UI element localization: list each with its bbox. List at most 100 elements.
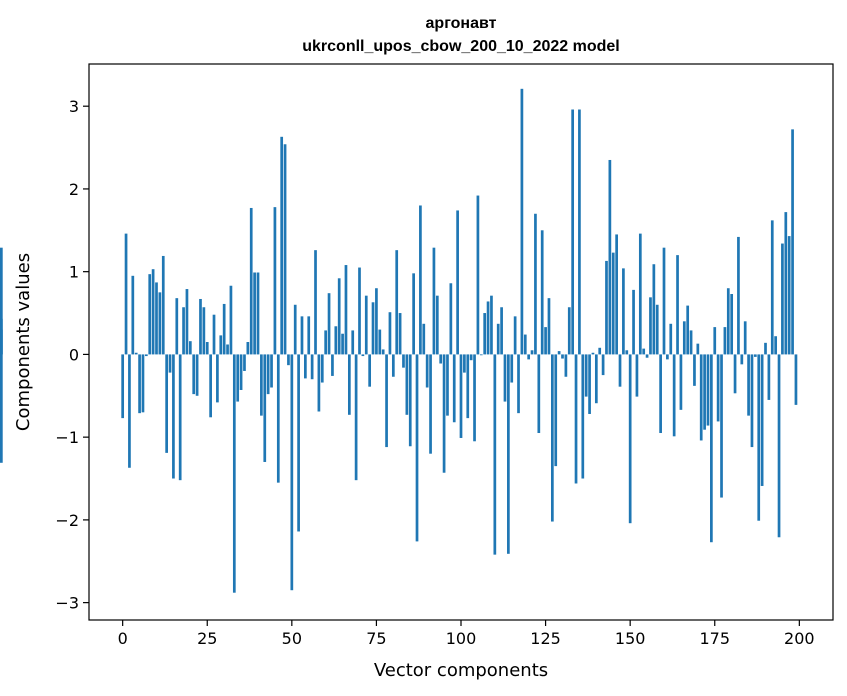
bar-53: [300, 316, 304, 355]
bar-117: [517, 354, 520, 414]
chart-title: аргонавт: [426, 15, 497, 32]
bar-59: [320, 354, 324, 383]
bar-4: [134, 352, 138, 355]
bar-98: [452, 354, 456, 423]
bar-132: [567, 307, 571, 355]
bar-109: [490, 295, 493, 355]
bar-97: [449, 283, 453, 355]
bar-165: [679, 354, 683, 410]
bar-90: [425, 354, 429, 388]
bar-34: [236, 354, 240, 402]
x-tick-label: 175: [699, 629, 730, 648]
bar-54: [304, 354, 307, 379]
bar-44: [270, 354, 273, 388]
bar-105: [476, 195, 480, 355]
bar-138: [588, 354, 591, 414]
bar-31: [226, 344, 229, 355]
bar-74: [371, 302, 375, 355]
bar-151: [632, 289, 635, 355]
bar-196: [784, 212, 788, 355]
bar-136: [581, 354, 585, 479]
bar-8: [148, 274, 152, 355]
bar-143: [605, 260, 608, 355]
bar-79: [388, 312, 392, 355]
bar-161: [666, 354, 669, 360]
bar-93: [435, 295, 439, 355]
bar-21: [192, 354, 196, 395]
y-tick-label: 3: [69, 97, 79, 116]
bar-116: [513, 316, 517, 355]
bar-49: [287, 354, 290, 366]
bar-159: [659, 354, 662, 434]
x-axis: 0 25 50 75 100 125 150 175 200: [118, 620, 815, 648]
bar-86: [412, 273, 415, 355]
bar-199: [794, 354, 798, 405]
bar-46: [276, 354, 280, 483]
bar-194: [777, 354, 781, 538]
bar-47: [280, 136, 284, 355]
bar-55: [307, 316, 311, 355]
bar-68: [351, 330, 355, 355]
bar-172: [703, 354, 706, 430]
bar-180: [730, 294, 734, 355]
bar-67: [347, 354, 351, 415]
bar-11: [158, 292, 162, 355]
bar-28: [216, 354, 219, 403]
bar-99: [456, 210, 459, 355]
bar-145: [611, 252, 615, 355]
bar-2: [128, 354, 131, 468]
bar-24: [202, 307, 206, 355]
bar-30: [222, 303, 226, 355]
bar-195: [781, 243, 784, 355]
bar-177: [720, 354, 723, 498]
bar-37: [246, 342, 250, 355]
bar-77: [381, 349, 385, 355]
bar-43: [266, 354, 270, 395]
bar-82: [398, 313, 402, 355]
bar-95: [442, 354, 446, 473]
bar-128: [554, 354, 558, 467]
y-tick-label: 1: [69, 263, 79, 282]
bar-184: [743, 321, 747, 355]
bar-163: [672, 354, 676, 437]
bar-166: [682, 321, 686, 355]
bar-126: [547, 298, 551, 355]
bar-18: [182, 307, 185, 355]
bar-56: [310, 354, 314, 380]
bar-124: [540, 230, 544, 355]
bar-9: [151, 269, 155, 355]
x-tick-label: 50: [282, 629, 302, 648]
bar-19: [185, 289, 189, 355]
bar-91: [429, 354, 432, 454]
bar-50: [290, 354, 294, 591]
bar-187: [753, 354, 757, 357]
bar-103: [469, 354, 473, 361]
bar-186: [750, 354, 754, 448]
bar-107: [483, 313, 487, 355]
bar-73: [368, 354, 372, 387]
bar-33: [232, 354, 236, 593]
bar-35: [239, 354, 243, 390]
bar-45: [273, 207, 277, 355]
bar-141: [598, 347, 602, 355]
bar-108: [486, 301, 490, 355]
bar-158: [655, 304, 659, 355]
bar-170: [696, 343, 700, 355]
bar-66: [344, 265, 348, 355]
bar-26: [209, 354, 212, 418]
bar-174: [710, 354, 713, 543]
bar-5: [138, 354, 141, 414]
bar-131: [564, 354, 568, 377]
bar-62: [331, 354, 334, 376]
bar-6: [141, 354, 145, 413]
bar-69: [354, 354, 358, 481]
bar-154: [642, 348, 646, 355]
bar-80: [391, 354, 395, 377]
bar-189: [760, 354, 764, 486]
bar-168: [689, 330, 693, 355]
y-tick-label: −1: [55, 428, 79, 447]
bar-147: [618, 354, 622, 387]
bar-64: [337, 278, 341, 355]
bar-17: [178, 354, 182, 481]
